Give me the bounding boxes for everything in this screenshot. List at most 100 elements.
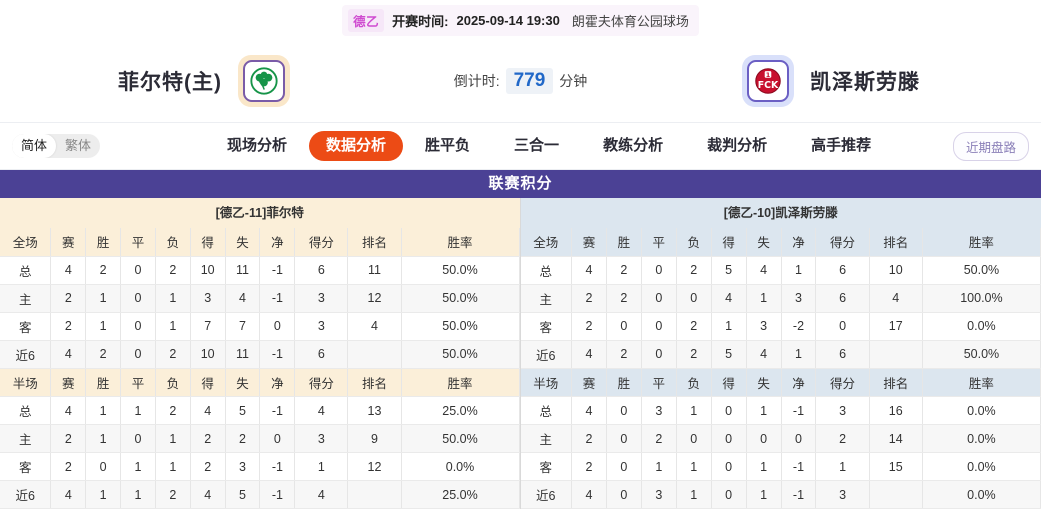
- column-header-9: 排名: [869, 368, 923, 397]
- cell-赛: 4: [50, 340, 87, 369]
- cell-排名: 13: [347, 396, 402, 425]
- cell-排名: 14: [869, 424, 923, 453]
- row-label: 总: [0, 256, 52, 285]
- table-row: 客 2 1 0 1 7 7 0 3 4 50.0%: [0, 312, 520, 341]
- cell-胜率: 25.0%: [401, 480, 520, 509]
- cell-排名: 12: [347, 284, 402, 313]
- lang-option-simplified[interactable]: 简体: [12, 134, 57, 158]
- tab-referee-analysis[interactable]: 裁判分析: [707, 137, 768, 154]
- cell-负: 2: [676, 340, 712, 369]
- cell-赛: 4: [571, 396, 607, 425]
- cell-净: -1: [259, 452, 296, 481]
- tab-data-analysis[interactable]: 数据分析: [309, 131, 404, 161]
- cell-赛: 2: [571, 312, 607, 341]
- nav-tab-list: 现场分析 数据分析 胜平负 三合一 教练分析 裁判分析 高手推荐: [205, 131, 893, 161]
- cell-得分: 1: [294, 452, 349, 481]
- table-row: 近6 4 1 1 2 4 5 -1 4 25.0%: [0, 480, 520, 509]
- row-label: 近6: [0, 340, 52, 369]
- cell-净: -1: [259, 256, 296, 285]
- cell-得: 10: [190, 256, 226, 285]
- cell-排名: 15: [869, 452, 923, 481]
- cell-净: 0: [781, 424, 817, 453]
- home-stats-tables: 全场赛胜平负得失净得分 排名 胜率总 4 2 0 2 10 11 -1 6 11 50.0% 主 2 1 0 1 3…: [0, 228, 520, 509]
- row-label: 客: [520, 452, 572, 481]
- cell-胜: 2: [606, 340, 642, 369]
- tab-live-analysis[interactable]: 现场分析: [227, 137, 288, 154]
- language-toggle[interactable]: 简体 繁体: [12, 134, 101, 158]
- cell-胜: 1: [85, 312, 122, 341]
- home-stats-heading: [德乙-11]菲尔特: [0, 198, 520, 228]
- cell-平: 0: [120, 256, 156, 285]
- cell-负: 2: [155, 396, 191, 425]
- cell-得分: 3: [294, 312, 349, 341]
- countdown-block: 倒计时: 779 分钟: [0, 68, 1041, 94]
- table-row: 主 2 2 0 0 4 1 3 6 4 100.0%: [520, 284, 1041, 313]
- column-header-3: 平: [641, 228, 677, 257]
- column-header-10: 胜率: [401, 368, 520, 397]
- cell-得: 4: [190, 396, 226, 425]
- row-label: 主: [0, 424, 52, 453]
- table-header-row: 半场赛胜平负得失净得分 排名 胜率: [520, 368, 1041, 397]
- cell-失: 11: [225, 340, 261, 369]
- cell-平: 0: [120, 424, 156, 453]
- cell-失: 4: [746, 256, 782, 285]
- cell-平: 0: [120, 284, 156, 313]
- column-header-1: 赛: [571, 228, 607, 257]
- recent-odds-button[interactable]: 近期盘路: [952, 131, 1029, 161]
- tab-win-draw-loss[interactable]: 胜平负: [425, 137, 471, 154]
- cell-赛: 2: [50, 284, 87, 313]
- panel-title: 联赛积分: [0, 170, 1041, 198]
- cell-负: 1: [155, 424, 191, 453]
- row-label: 客: [0, 312, 52, 341]
- cell-排名: 9: [347, 424, 402, 453]
- cell-胜: 0: [606, 396, 642, 425]
- tab-expert-picks[interactable]: 高手推荐: [811, 137, 872, 154]
- row-label: 总: [520, 256, 572, 285]
- column-header-6: 失: [746, 368, 782, 397]
- tab-three-in-one[interactable]: 三合一: [514, 137, 560, 154]
- away-stats-heading: [德乙-10]凯泽斯劳滕: [520, 198, 1041, 228]
- cell-胜率: 50.0%: [401, 424, 520, 453]
- cell-负: 2: [676, 256, 712, 285]
- cell-胜: 2: [85, 256, 122, 285]
- column-header-6: 失: [746, 228, 782, 257]
- cell-净: -1: [259, 480, 296, 509]
- column-header-10: 胜率: [401, 228, 520, 257]
- cell-胜率: 0.0%: [922, 312, 1041, 341]
- cell-赛: 2: [571, 284, 607, 313]
- cell-排名: [869, 480, 923, 509]
- column-header-4: 负: [155, 368, 191, 397]
- column-header-8: 得分: [815, 228, 870, 257]
- table-row: 客 2 0 0 2 1 3 -2 0 17 0.0%: [520, 312, 1041, 341]
- column-header-8: 得分: [294, 368, 349, 397]
- kickoff-time: 2025-09-14 19:30: [456, 12, 560, 28]
- cell-赛: 4: [50, 256, 87, 285]
- column-header-0: 半场: [520, 368, 572, 397]
- cell-平: 0: [641, 340, 677, 369]
- home-team-logo: [238, 55, 290, 107]
- cell-胜率: 50.0%: [401, 312, 520, 341]
- home-team-block[interactable]: 菲尔特(主): [118, 55, 290, 107]
- column-header-2: 胜: [85, 368, 122, 397]
- cell-排名: 16: [869, 396, 923, 425]
- column-header-8: 得分: [294, 228, 349, 257]
- home-stats-table-fulltime: 全场赛胜平负得失净得分 排名 胜率总 4 2 0 2 10 11 -1 6 11 50.0% 主 2 1 0 1 3…: [0, 228, 520, 369]
- tab-coach-analysis[interactable]: 教练分析: [603, 137, 664, 154]
- cell-净: -1: [259, 340, 296, 369]
- cell-净: -1: [781, 452, 817, 481]
- cell-得分: 3: [815, 480, 870, 509]
- away-team-block[interactable]: 1 FCK 凯泽斯劳滕: [742, 55, 920, 107]
- cell-净: -1: [781, 480, 817, 509]
- lang-option-traditional[interactable]: 繁体: [65, 138, 92, 153]
- table-row: 近6 4 2 0 2 10 11 -1 6 50.0%: [0, 340, 520, 369]
- cell-得: 0: [711, 452, 747, 481]
- away-stats-table-halftime: 半场赛胜平负得失净得分 排名 胜率总 4 0 3 1 0 1 -1 3 16 0.0% 主 2 0 2 0 0 0 0 2…: [520, 368, 1041, 509]
- cell-胜: 1: [85, 284, 122, 313]
- kickoff-label: 开赛时间:: [392, 13, 449, 29]
- cell-胜: 0: [606, 480, 642, 509]
- cell-平: 0: [641, 312, 677, 341]
- cell-净: -2: [781, 312, 817, 341]
- cell-负: 1: [676, 480, 712, 509]
- table-row: 总 4 1 1 2 4 5 -1 4 13 25.0%: [0, 396, 520, 425]
- cell-得: 4: [190, 480, 226, 509]
